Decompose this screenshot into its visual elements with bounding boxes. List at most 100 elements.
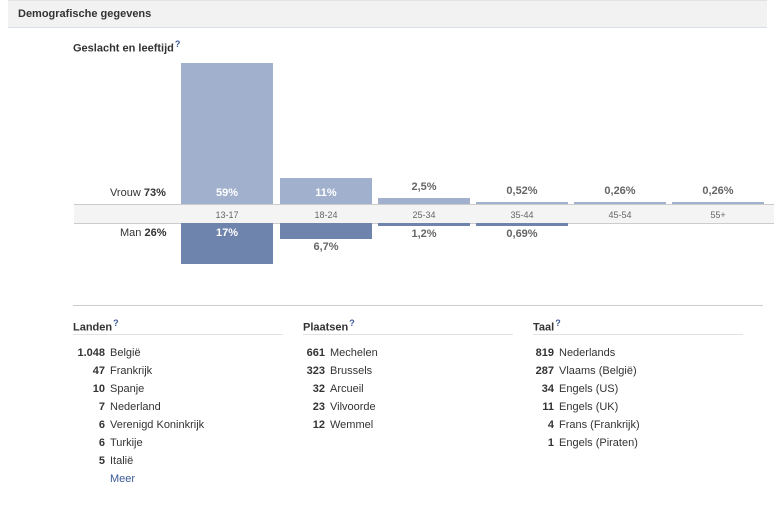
female-pct-label: 2,5% [411, 181, 437, 193]
chart-title-text: Geslacht en leeftijd [73, 42, 174, 55]
languages-help-icon[interactable]: ? [555, 318, 561, 328]
languages-section: Taal? 819 Nederlands 287 Vlaams (België) 34 E… [533, 316, 743, 452]
female-bar [181, 63, 273, 204]
female-total: 73% [143, 187, 166, 199]
places-list: 661 Mechelen 323 Brussels 32 Arcueil 23 Vilvoor… [303, 344, 513, 434]
male-bar [280, 223, 372, 239]
item-name: Frans (Frankrijk) [559, 419, 640, 431]
item-count: 23 [312, 401, 325, 413]
item-name: Nederland [110, 401, 161, 413]
item-count: 7 [98, 401, 105, 413]
divider [73, 305, 763, 306]
list-item: 10 Spanje [73, 380, 283, 398]
female-pct-label: 11% [315, 187, 337, 199]
item-count: 47 [92, 365, 105, 377]
list-item: 34 Engels (US) [533, 380, 743, 398]
places-help-icon[interactable]: ? [349, 318, 355, 328]
list-item: 287 Vlaams (België) [533, 362, 743, 380]
female-bar [280, 178, 372, 204]
male-total: 26% [144, 227, 167, 239]
item-name: Engels (UK) [559, 401, 619, 413]
male-pct-label: 6,7% [313, 241, 339, 253]
male-bar [378, 223, 470, 226]
age-label: 18-24 [314, 210, 338, 220]
age-axis: 13-17 18-24 25-34 35-44 45-54 55+ [74, 204, 774, 224]
list-item: 5 Italië [73, 452, 283, 470]
list-item: 23 Vilvoorde [303, 398, 513, 416]
item-count: 4 [547, 419, 554, 431]
places-heading: Plaatsen? [303, 316, 513, 335]
list-item: 12 Wemmel [303, 416, 513, 434]
item-name: Frankrijk [110, 365, 153, 377]
item-name: België [110, 347, 141, 359]
item-count: 10 [92, 383, 105, 395]
item-name: Spanje [110, 383, 145, 395]
item-name: Arcueil [330, 383, 364, 395]
male-pct-label: 1,2% [411, 228, 437, 240]
age-label: 13-17 [215, 210, 239, 220]
item-name: Mechelen [330, 347, 378, 359]
male-label: Man 26% [120, 227, 167, 239]
countries-help-icon[interactable]: ? [113, 318, 119, 328]
female-pct-label: 59% [215, 187, 239, 199]
help-icon[interactable]: ? [174, 39, 181, 49]
list-item: 47 Frankrijk [73, 362, 283, 380]
age-label: 45-54 [608, 210, 632, 220]
age-label: 25-34 [412, 210, 436, 220]
section-title: Demografische gegevens [18, 8, 152, 20]
list-item: 32 Arcueil [303, 380, 513, 398]
item-count: 32 [312, 383, 325, 395]
male-bar [476, 223, 568, 226]
places-section: Plaatsen? 661 Mechelen 323 Brussels 32 Arcuei… [303, 316, 513, 434]
female-pct-label: 0,26% [702, 185, 734, 197]
female-bar [574, 202, 666, 204]
countries-list: 1.048 België 47 Frankrijk 10 Spanje 7 Nederland… [73, 344, 283, 470]
age-label: 35-44 [510, 210, 534, 220]
female-bar [476, 202, 568, 204]
list-item: 819 Nederlands [533, 344, 743, 362]
item-name: Turkije [110, 437, 143, 449]
item-count: 661 [306, 347, 325, 359]
item-name: Nederlands [559, 347, 616, 359]
places-title: Plaatsen [303, 321, 349, 334]
item-name: Engels (Piraten) [559, 437, 638, 449]
female-bar [378, 198, 470, 204]
list-item: 1.048 België [73, 344, 283, 362]
languages-list: 819 Nederlands 287 Vlaams (België) 34 Engels … [533, 344, 743, 452]
list-item: 6 Verenigd Koninkrijk [73, 416, 283, 434]
item-count: 287 [535, 365, 554, 377]
item-count: 1.048 [77, 347, 105, 359]
item-count: 323 [306, 365, 325, 377]
item-count: 34 [541, 383, 554, 395]
item-count: 6 [98, 437, 105, 449]
female-bar [672, 202, 764, 204]
age-label: 55+ [710, 210, 726, 220]
item-name: Wemmel [330, 419, 374, 431]
chart-title: Geslacht en leeftijd? [73, 39, 180, 55]
list-item: 1 Engels (Piraten) [533, 434, 743, 452]
countries-section: Landen? 1.048 België 47 Frankrijk 10 Spanje 7 N… [73, 316, 283, 488]
item-name: Brussels [330, 365, 373, 377]
male-pct-label: 17% [215, 227, 239, 239]
item-count: 819 [535, 347, 554, 359]
item-name: Engels (US) [559, 383, 619, 395]
list-item: 4 Frans (Frankrijk) [533, 416, 743, 434]
list-item: 323 Brussels [303, 362, 513, 380]
more-link[interactable]: Meer [110, 473, 136, 485]
list-item: 11 Engels (UK) [533, 398, 743, 416]
list-item: 7 Nederland [73, 398, 283, 416]
item-count: 11 [542, 401, 554, 413]
item-name: Verenigd Koninkrijk [110, 419, 205, 431]
languages-heading: Taal? [533, 316, 743, 335]
female-pct-label: 0,26% [604, 185, 636, 197]
item-name: Vlaams (België) [559, 365, 637, 377]
section-header: Demografische gegevens [8, 0, 767, 28]
languages-title: Taal [533, 321, 555, 334]
countries-heading: Landen? [73, 316, 283, 335]
female-name: Vrouw [110, 187, 141, 199]
item-count: 5 [98, 455, 105, 467]
female-pct-label: 0,52% [506, 185, 538, 197]
item-count: 12 [312, 419, 325, 431]
item-name: Vilvoorde [330, 401, 376, 413]
item-count: 6 [98, 419, 105, 431]
